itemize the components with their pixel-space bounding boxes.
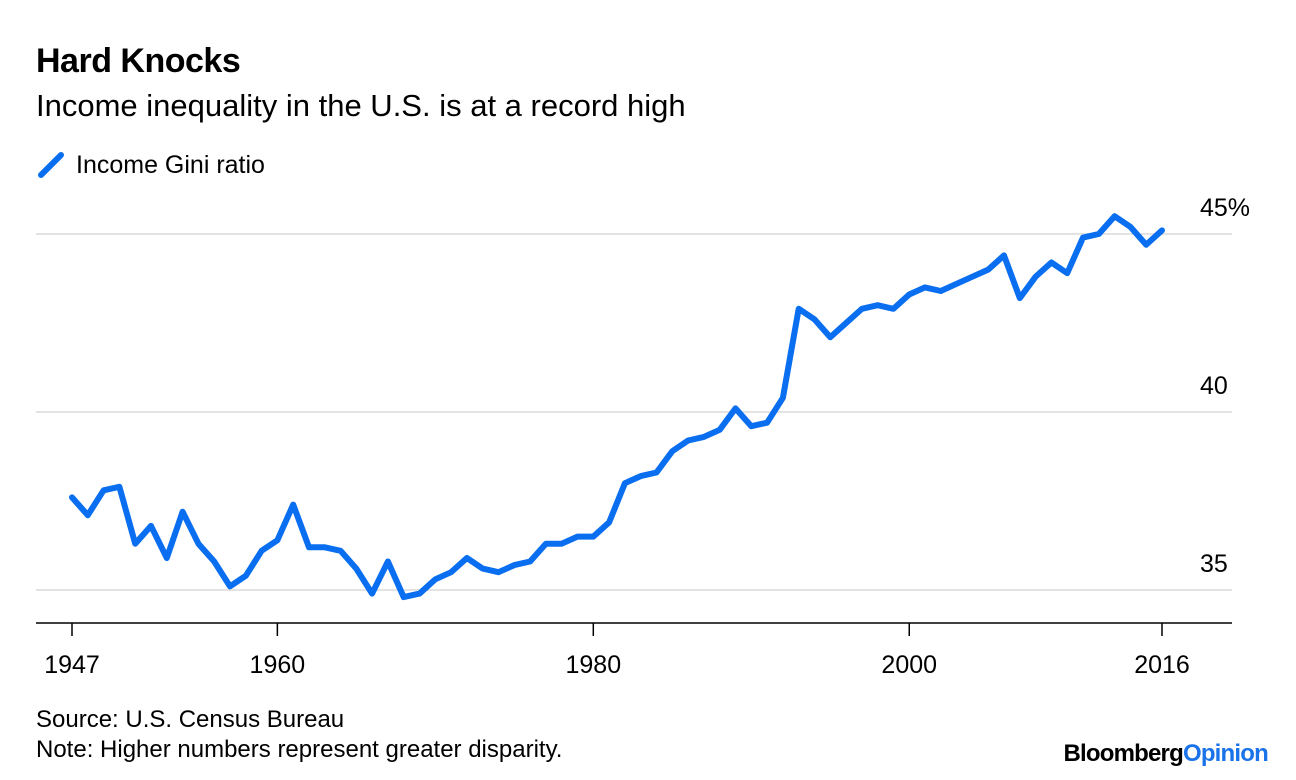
x-tick-label-1960: 1960 <box>250 651 306 679</box>
brand-logo: BloombergOpinion <box>1063 740 1268 768</box>
series-line-0 <box>69 213 1165 601</box>
brand-main: Bloomberg <box>1063 740 1183 767</box>
footnote: Note: Higher numbers represent greater d… <box>36 736 563 763</box>
x-tick-label-1947: 1947 <box>44 651 100 679</box>
chart-title: Hard Knocks <box>36 42 241 80</box>
y-tick-label-35: 35 <box>1200 550 1228 578</box>
legend-line-icon <box>38 152 64 178</box>
x-tick-label-2016: 2016 <box>1134 651 1190 679</box>
x-tick-label-1980: 1980 <box>565 651 621 679</box>
y-tick-label-40: 40 <box>1200 372 1228 400</box>
source-note: Source: U.S. Census Bureau <box>36 706 345 733</box>
legend-label: Income Gini ratio <box>76 150 265 179</box>
chart-subtitle: Income inequality in the U.S. is at a re… <box>36 88 686 123</box>
line-chart: 35 40 45% 1947 1960 1980 2000 2016 <box>36 194 1250 679</box>
x-tick-label-2000: 2000 <box>881 651 937 679</box>
y-tick-label-45: 45% <box>1200 194 1250 222</box>
legend: Income Gini ratio <box>36 150 265 180</box>
brand-accent: Opinion <box>1182 740 1269 767</box>
